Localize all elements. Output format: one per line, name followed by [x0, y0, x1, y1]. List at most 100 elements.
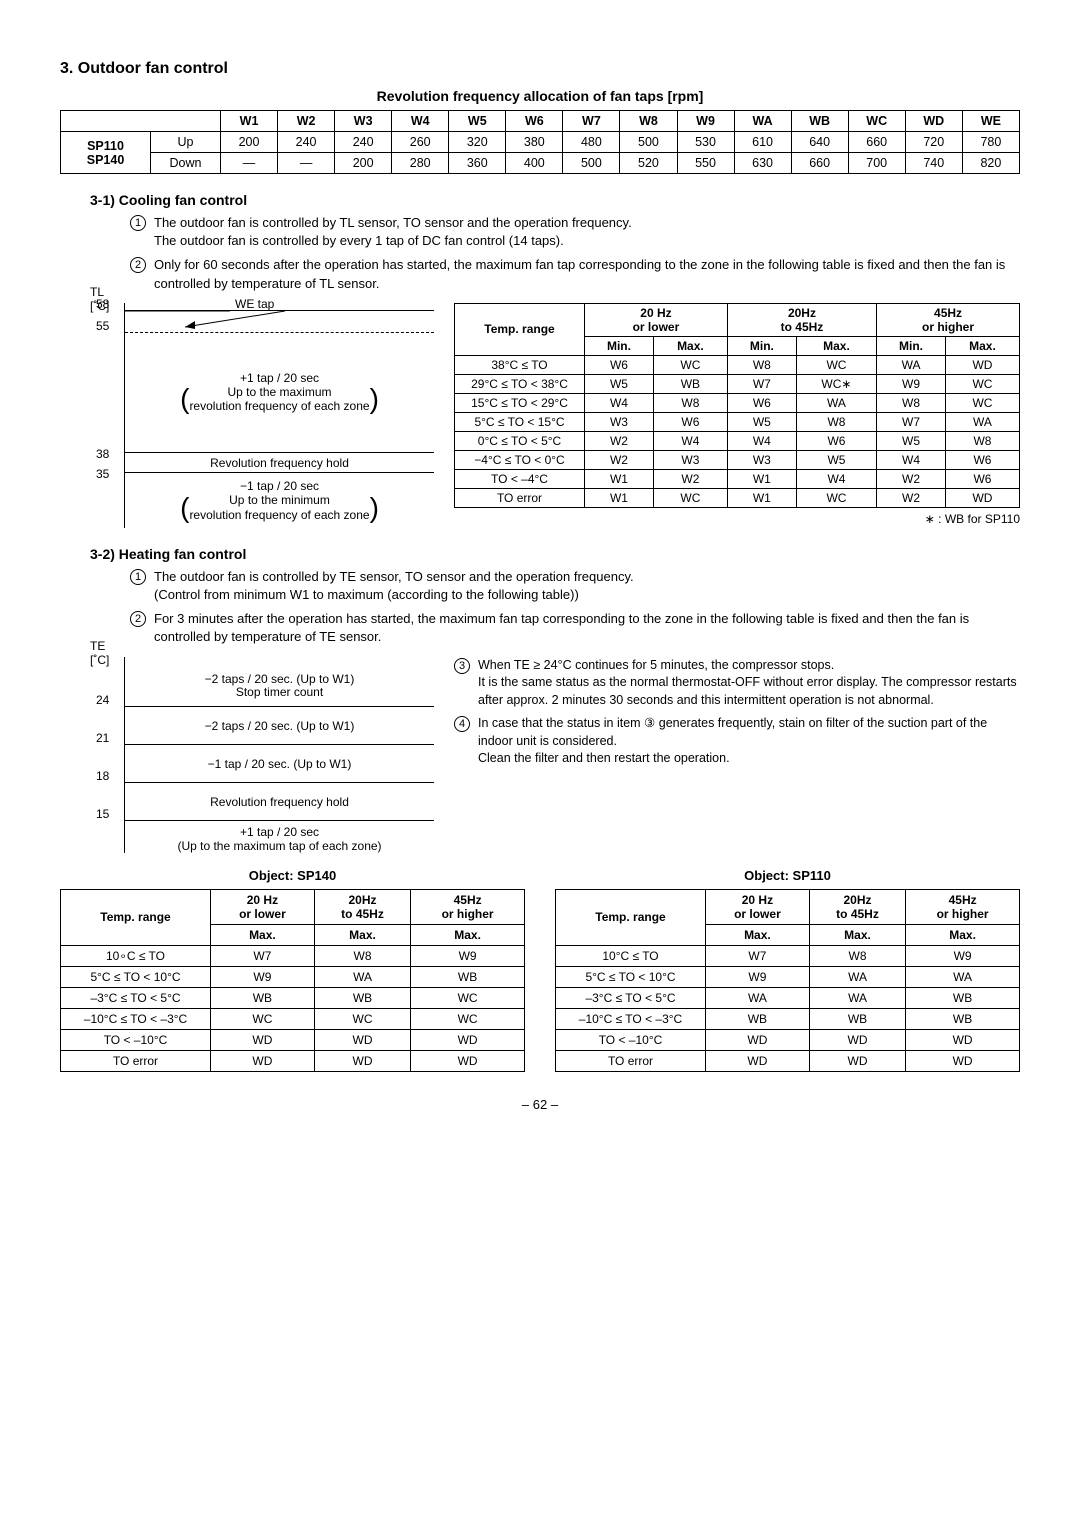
cooling-th-sub: Max. [796, 336, 876, 355]
heat-th-freq: 20Hz to 45Hz [314, 889, 410, 924]
temp-range-cell: 10°C ≤ TO [556, 945, 706, 966]
rpm-col: WE [962, 111, 1019, 132]
temp-range-cell: 38°C ≤ TO [455, 355, 585, 374]
cooling-th-sub: Min. [877, 336, 946, 355]
table-row: –10°C ≤ TO < –3°CWCWCWC [61, 1008, 525, 1029]
temp-range-cell: 0°C ≤ TO < 5°C [455, 431, 585, 450]
value-cell: W5 [877, 431, 946, 450]
value-cell: WC [796, 355, 876, 374]
value-cell: W6 [585, 355, 654, 374]
value-cell: WA [809, 987, 905, 1008]
rpm-val: 200 [335, 153, 392, 174]
value-cell: WD [314, 1029, 410, 1050]
rpm-val: 500 [563, 153, 620, 174]
rpm-col: WC [848, 111, 905, 132]
rpm-val: 320 [449, 132, 506, 153]
value-cell: WA [945, 412, 1019, 431]
rpm-dir: Down [151, 153, 221, 174]
rpm-row-down: Down — — 200 280 360 400 500 520 550 630… [61, 153, 1020, 174]
te-tick: 18 [96, 769, 109, 783]
rpm-val: 740 [905, 153, 962, 174]
rpm-val: 610 [734, 132, 791, 153]
rpm-val: 380 [506, 132, 563, 153]
value-cell: W2 [877, 488, 946, 507]
value-cell: W7 [877, 412, 946, 431]
cooling-th-temp: Temp. range [455, 303, 585, 355]
table-row: TO < –10°CWDWDWD [61, 1029, 525, 1050]
sp110-table: Temp. range 20 Hz or lower 20Hz to 45Hz … [555, 889, 1020, 1072]
rpm-val: 240 [278, 132, 335, 153]
value-cell: WC [796, 488, 876, 507]
tl-tick: 38 [96, 447, 109, 461]
value-cell: W3 [653, 450, 727, 469]
temp-range-cell: 15°C ≤ TO < 29°C [455, 393, 585, 412]
value-cell: W6 [945, 469, 1019, 488]
cooling-hold: Revolution frequency hold [125, 453, 434, 473]
heating-zone: Revolution frequency hold [125, 783, 434, 821]
value-cell: WD [945, 355, 1019, 374]
value-cell: WB [906, 987, 1020, 1008]
value-cell: W6 [653, 412, 727, 431]
tl-tick: 35 [96, 467, 109, 481]
rpm-col: W8 [620, 111, 677, 132]
value-cell: WC [411, 987, 525, 1008]
cooling-th-sub: Max. [945, 336, 1019, 355]
heating-item-2: 2 For 3 minutes after the operation has … [130, 610, 1020, 646]
rpm-col: W2 [278, 111, 335, 132]
value-cell: WC [945, 374, 1019, 393]
table-row: TO errorW1WCW1WCW2WD [455, 488, 1020, 507]
paren-l-icon: ( [180, 498, 189, 518]
table-row: TO errorWDWDWD [61, 1050, 525, 1071]
temp-range-cell: TO error [455, 488, 585, 507]
we-tap-arrow-icon [125, 303, 435, 333]
rpm-model: SP110 SP140 [61, 132, 151, 174]
heating-chart: −2 taps / 20 sec. (Up to W1) Stop timer … [124, 657, 434, 853]
rpm-head-row: W1 W2 W3 W4 W5 W6 W7 W8 W9 WA WB WC WD W… [61, 111, 1020, 132]
value-cell: W5 [727, 412, 796, 431]
heating-note-4: 4 In case that the status in item ③ gene… [454, 715, 1020, 768]
te-tick: 21 [96, 731, 109, 745]
rpm-caption: Revolution frequency allocation of fan t… [60, 88, 1020, 104]
sp140-table: Temp. range 20 Hz or lower 20Hz to 45Hz … [60, 889, 525, 1072]
heat-th-freq: 45Hz or higher [411, 889, 525, 924]
cooling-table-wrap: Temp. range 20 Hz or lower 20Hz to 45Hz … [454, 303, 1020, 526]
rpm-val: 780 [962, 132, 1019, 153]
rpm-col: WB [791, 111, 848, 132]
heating-chart-wrap: TE [˚C] 24 21 18 15 −2 taps / 20 sec. (U… [90, 657, 434, 853]
cooling-up-top: +1 tap / 20 sec [240, 371, 319, 385]
temp-range-cell: –10°C ≤ TO < –3°C [61, 1008, 211, 1029]
table-row: –10°C ≤ TO < –3°CWBWBWB [556, 1008, 1020, 1029]
value-cell: W3 [727, 450, 796, 469]
value-cell: W3 [585, 412, 654, 431]
temp-range-cell: 10∘C ≤ TO [61, 945, 211, 966]
section-text: Outdoor fan control [78, 60, 228, 77]
value-cell: W4 [653, 431, 727, 450]
value-cell: WD [906, 1050, 1020, 1071]
value-cell: WC∗ [796, 374, 876, 393]
value-cell: WC [945, 393, 1019, 412]
heating-item-1: 1 The outdoor fan is controlled by TE se… [130, 568, 1020, 604]
heating-note-text: In case that the status in item ③ genera… [478, 715, 1020, 768]
value-cell: W5 [796, 450, 876, 469]
value-cell: W7 [727, 374, 796, 393]
heat-th-freq: 20Hz to 45Hz [809, 889, 905, 924]
value-cell: W8 [796, 412, 876, 431]
heat-th-sub: Max. [411, 924, 525, 945]
value-cell: WD [706, 1050, 810, 1071]
value-cell: WD [706, 1029, 810, 1050]
heating-zone: −1 tap / 20 sec. (Up to W1) [125, 745, 434, 783]
heating-item-text: For 3 minutes after the operation has st… [154, 610, 1020, 646]
heating-bottom: +1 tap / 20 sec (Up to the maximum tap o… [125, 821, 434, 853]
rpm-blank [61, 111, 221, 132]
te-axis-label: TE [˚C] [90, 639, 124, 667]
value-cell: WD [945, 488, 1019, 507]
cooling-th-sub: Max. [653, 336, 727, 355]
cooling-items: 1 The outdoor fan is controlled by TL se… [130, 214, 1020, 293]
temp-range-cell: –3°C ≤ TO < 5°C [556, 987, 706, 1008]
value-cell: W8 [877, 393, 946, 412]
value-cell: WA [809, 966, 905, 987]
value-cell: W9 [211, 966, 315, 987]
value-cell: WA [796, 393, 876, 412]
te-tick: 15 [96, 807, 109, 821]
cooling-two-col: TL [˚C] 58 55 38 35 WE tap +1 tap / 20 s… [60, 303, 1020, 528]
